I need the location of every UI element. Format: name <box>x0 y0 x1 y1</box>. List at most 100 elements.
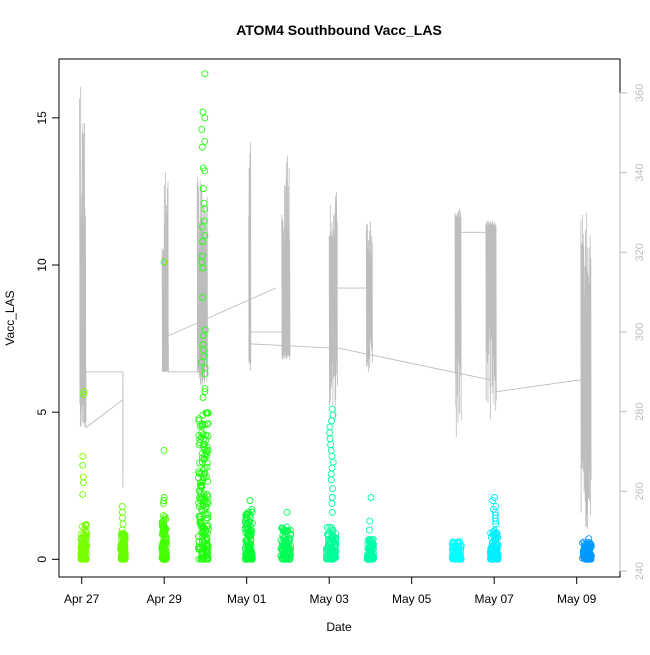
secondary-series-segment <box>281 155 291 360</box>
data-point <box>280 551 288 558</box>
data-point <box>201 114 209 122</box>
data-point <box>365 544 373 552</box>
data-point <box>200 455 208 463</box>
data-point <box>118 547 125 555</box>
data-point <box>199 526 207 534</box>
data-point <box>201 536 209 544</box>
data-point <box>118 508 126 516</box>
data-point <box>203 543 211 551</box>
data-point <box>160 446 168 454</box>
data-point <box>489 544 497 552</box>
data-point <box>247 531 255 539</box>
data-point <box>199 474 207 482</box>
data-point <box>246 497 254 504</box>
data-point <box>200 352 208 360</box>
data-point <box>329 458 337 466</box>
data-point <box>82 540 90 547</box>
data-point <box>326 423 334 431</box>
data-point <box>246 518 254 526</box>
secondary-series-connector <box>337 347 491 381</box>
data-point <box>118 526 126 534</box>
data-point <box>457 555 465 563</box>
y2-tick-label: 320 <box>634 243 646 261</box>
data-point <box>77 534 85 542</box>
data-point <box>204 432 212 440</box>
data-point <box>201 370 209 378</box>
y2-tick-label: 280 <box>634 402 646 420</box>
data-point <box>329 485 336 493</box>
data-point <box>244 525 252 533</box>
y-tick-label: 10 <box>35 258 49 272</box>
y-tick-label: 0 <box>35 556 49 563</box>
data-point <box>281 532 289 540</box>
data-point <box>118 502 126 510</box>
secondary-series-connector <box>167 331 200 373</box>
data-point <box>287 551 294 559</box>
data-point <box>199 420 207 428</box>
data-point <box>201 506 209 514</box>
data-point <box>493 530 501 537</box>
data-point <box>79 452 87 460</box>
secondary-series-segment <box>485 220 497 420</box>
data-point <box>199 264 207 272</box>
secondary-series-segment <box>454 208 462 437</box>
data-point <box>160 497 168 504</box>
data-point <box>198 429 206 437</box>
data-point <box>489 549 497 557</box>
data-point <box>78 544 86 552</box>
data-point <box>328 508 336 516</box>
data-point <box>247 541 255 548</box>
data-point <box>326 435 334 443</box>
data-point <box>323 552 331 560</box>
secondary-series-connector <box>250 343 330 349</box>
data-point <box>161 513 169 521</box>
data-point <box>242 554 250 561</box>
data-point <box>159 529 167 537</box>
data-point <box>80 391 87 398</box>
x-axis-label: Date <box>326 620 352 634</box>
secondary-series-segment <box>365 221 373 368</box>
data-point <box>195 545 203 553</box>
data-point <box>243 535 251 543</box>
data-point <box>328 494 336 501</box>
y2-tick-label: 360 <box>634 84 646 102</box>
y2-tick-label: 260 <box>634 482 646 500</box>
data-point <box>455 555 463 563</box>
data-point <box>492 517 500 525</box>
data-point <box>195 538 203 545</box>
data-point <box>325 538 333 546</box>
secondary-series-connector <box>85 371 124 488</box>
data-point <box>283 550 291 558</box>
data-point <box>79 541 87 549</box>
data-point <box>489 497 497 504</box>
data-point <box>286 526 294 534</box>
secondary-series-segment <box>248 142 252 371</box>
data-point <box>247 552 254 560</box>
y-tick-label: 15 <box>35 111 49 125</box>
data-point <box>200 470 208 478</box>
data-point <box>279 526 287 534</box>
data-point <box>77 555 85 563</box>
vacc-las-points <box>77 70 595 563</box>
data-point <box>198 358 206 366</box>
data-point <box>78 523 86 530</box>
data-point <box>199 293 207 301</box>
data-point <box>204 420 212 428</box>
data-point <box>194 543 202 551</box>
data-point <box>201 232 209 240</box>
secondary-series-lines <box>79 86 592 530</box>
data-point <box>198 507 206 515</box>
data-point <box>246 511 254 519</box>
x-tick-label: May 01 <box>227 592 267 606</box>
data-point <box>328 524 336 532</box>
data-point <box>198 482 206 490</box>
data-point <box>199 238 206 245</box>
data-point <box>195 555 203 563</box>
data-point <box>368 554 376 562</box>
data-point <box>201 137 209 145</box>
data-point <box>201 70 209 78</box>
data-point <box>200 441 207 449</box>
data-point <box>365 526 373 534</box>
data-point <box>328 452 336 460</box>
x-tick-label: May 03 <box>310 592 350 606</box>
